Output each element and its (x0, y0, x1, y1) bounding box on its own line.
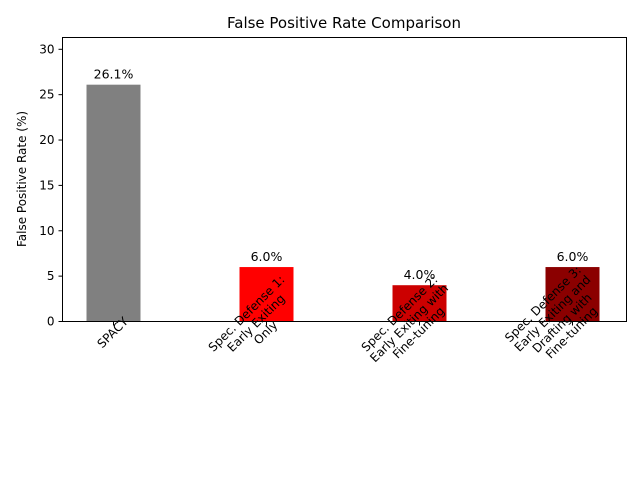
bar (392, 285, 447, 322)
y-tick-label: 0 (47, 315, 55, 329)
bar (86, 84, 141, 322)
bar (239, 267, 294, 322)
y-tick-label: 5 (47, 269, 55, 283)
y-axis-label: False Positive Rate (%) (15, 111, 29, 247)
bar-value-label: 4.0% (404, 267, 436, 282)
data-labels: 26.1% 6.0% 4.0% 6.0% (94, 67, 589, 283)
bar-value-label: 6.0% (557, 249, 589, 264)
y-tick-label: 30 (39, 42, 54, 56)
y-axis: 0 5 10 15 20 25 30 (39, 42, 63, 329)
bar (545, 267, 600, 322)
y-tick-label: 15 (39, 178, 54, 192)
y-tick-label: 10 (39, 224, 54, 238)
y-tick-label: 25 (39, 88, 54, 102)
y-tick-label: 20 (39, 133, 54, 147)
bars-layer (86, 84, 600, 322)
bar-value-label: 6.0% (251, 249, 283, 264)
chart-title: False Positive Rate Comparison (227, 14, 461, 32)
bar-value-label: 26.1% (94, 67, 134, 82)
plot-frame (62, 37, 627, 322)
